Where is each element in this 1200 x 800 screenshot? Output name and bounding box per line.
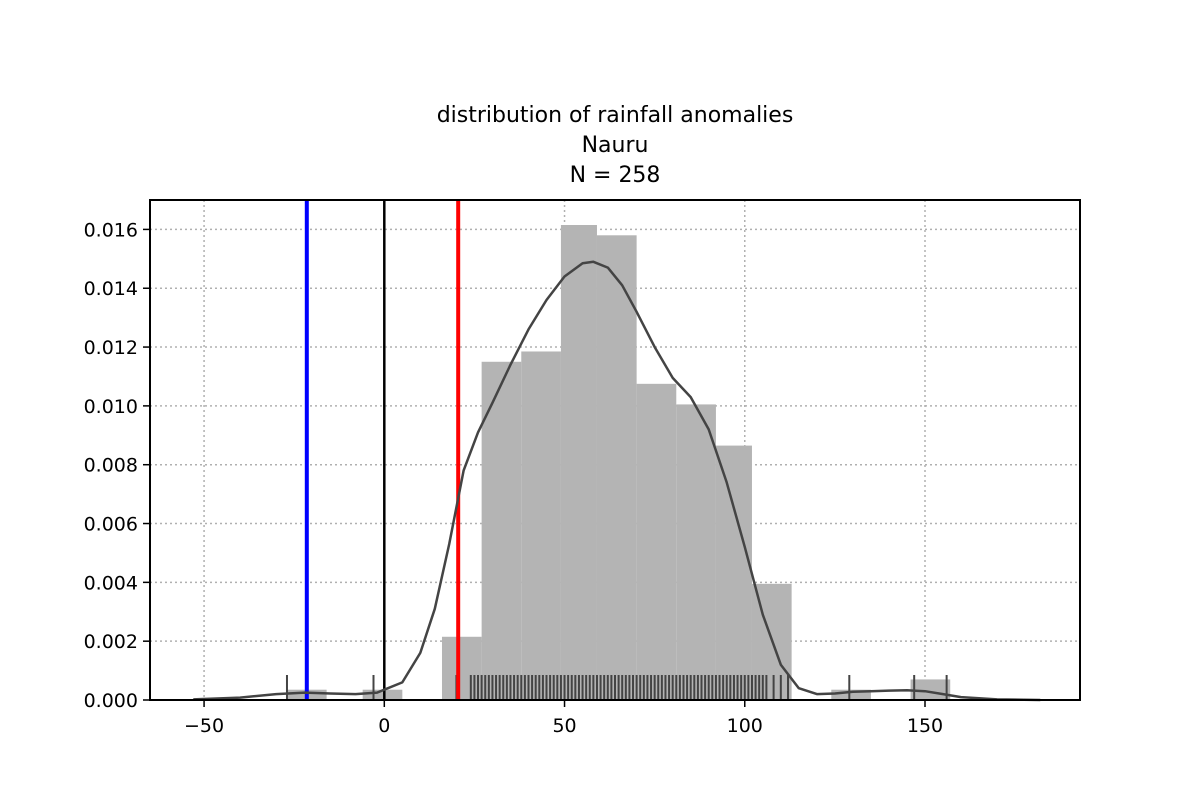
- histogram-bar: [831, 689, 871, 700]
- y-tick-label: 0.012: [84, 337, 138, 359]
- y-tick-label: 0.000: [84, 690, 138, 712]
- histogram-bar: [715, 445, 752, 700]
- x-tick-label: 50: [552, 715, 576, 737]
- kde-curve-group: [193, 260, 1041, 702]
- y-tick-label: 0.016: [84, 219, 138, 241]
- histogram-bar: [636, 383, 677, 700]
- y-axis: 0.000 0.002 0.004 0.006 0.008 0.010 0.012 0.014…: [84, 219, 150, 712]
- rug-marks: [285, 675, 948, 700]
- y-tick-label: 0.014: [84, 278, 138, 300]
- chart-title: distribution of rainfall anomalies Nauru…: [437, 103, 794, 188]
- histogram-bar: [362, 689, 403, 700]
- histogram-bars: [286, 225, 951, 700]
- y-tick-label: 0.002: [84, 631, 138, 653]
- x-tick-label: 150: [907, 715, 943, 737]
- chart-title-line-2: Nauru: [582, 133, 649, 158]
- reference-lines: [304, 200, 461, 700]
- histogram-bar: [481, 361, 522, 700]
- plot-frame: [149, 199, 1081, 701]
- histogram-bar: [521, 351, 561, 700]
- y-tick-label: 0.006: [84, 514, 138, 536]
- x-axis: −50 0 50 100 150: [184, 700, 943, 737]
- histogram-bar: [596, 235, 637, 700]
- histogram-bar: [560, 225, 597, 700]
- chart-title-line-3: N = 258: [570, 163, 661, 188]
- histogram-bar: [676, 404, 716, 700]
- x-tick-label: 0: [378, 715, 390, 737]
- x-tick-label: −50: [184, 715, 224, 737]
- kde-curve: [193, 260, 1041, 702]
- chart-title-line-1: distribution of rainfall anomalies: [437, 103, 794, 128]
- y-tick-label: 0.004: [84, 572, 138, 594]
- y-tick-label: 0.010: [84, 396, 138, 418]
- y-tick-label: 0.008: [84, 455, 138, 477]
- x-tick-label: 100: [727, 715, 763, 737]
- histogram-bar: [441, 636, 482, 700]
